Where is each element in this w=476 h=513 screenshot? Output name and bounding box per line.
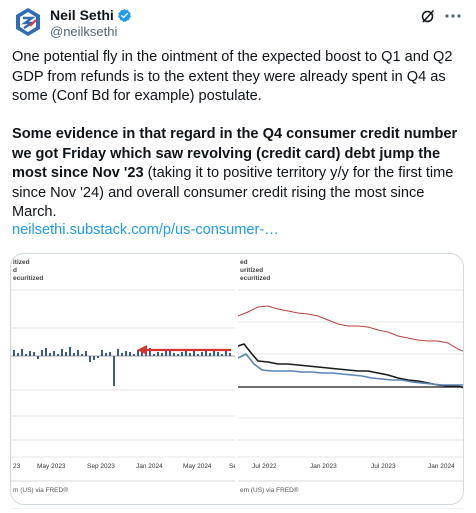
left-bar (141, 351, 143, 356)
left-bar (197, 354, 199, 356)
right-series-red (238, 305, 463, 352)
left-bar (29, 351, 31, 356)
image-divider (235, 254, 238, 504)
author-name[interactable]: Neil Sethi (50, 7, 114, 23)
right-legend-2: uritized (240, 267, 264, 274)
tweet-media[interactable]: itized d ecuritized 23 May 2023 Sep 2023… (10, 253, 464, 505)
left-bar (77, 350, 79, 356)
left-bar (33, 352, 35, 356)
left-bar (21, 349, 23, 356)
left-bar (205, 350, 207, 356)
left-legend-3: ecuritized (13, 275, 44, 282)
grok-icon[interactable] (420, 8, 436, 24)
tweet-paragraph-2-bold: Some evidence in that regard in the Q4 c… (12, 126, 458, 182)
left-bar (157, 352, 159, 356)
more-icon[interactable] (444, 8, 462, 24)
left-bar (185, 350, 187, 356)
left-tick-5: May 2024 (183, 463, 212, 470)
left-bar (61, 349, 63, 356)
left-bar (129, 352, 131, 356)
left-bar (97, 356, 99, 358)
left-bar (105, 353, 107, 356)
tweet-bottom-border (12, 508, 464, 513)
chart-image-left[interactable]: itized d ecuritized 23 May 2023 Sep 2023… (11, 254, 237, 504)
left-bar (53, 351, 55, 356)
left-bar (73, 353, 75, 356)
tweet-paragraph-1: One potential fly in the ointment of the… (12, 49, 453, 105)
left-chart-plot (11, 289, 235, 482)
left-bar (165, 351, 167, 356)
left-bar (177, 354, 179, 356)
left-bar (189, 353, 191, 356)
right-source: em (US) via FRED® (240, 487, 299, 494)
left-bar (45, 348, 47, 356)
left-bar (169, 349, 171, 356)
tweet-paragraph-2: Some evidence in that regard in the Q4 c… (12, 125, 468, 223)
left-bar (209, 353, 211, 356)
left-arrowhead (137, 345, 147, 355)
sethi-logo-icon (16, 8, 40, 36)
left-bar (149, 348, 151, 356)
left-bar (125, 351, 127, 356)
right-legend-1: ed (240, 259, 248, 266)
left-bar (65, 352, 67, 356)
left-source: m (US) via FRED® (13, 487, 68, 494)
left-tick-2: May 2023 (37, 463, 66, 470)
left-bar (25, 354, 27, 356)
right-tick-4: Jan 2024 (428, 463, 455, 470)
right-tick-3: Jul 2023 (371, 463, 396, 470)
left-bar (221, 354, 223, 356)
left-bar (229, 353, 231, 356)
left-legend-2: d (13, 267, 17, 274)
right-tick-1: Jul 2022 (252, 463, 277, 470)
left-bar (69, 347, 71, 356)
left-bar (161, 353, 163, 356)
left-bar (85, 351, 87, 356)
left-bar (113, 356, 115, 386)
left-bar (49, 353, 51, 356)
tweet-header: Neil Sethi @neilksethi (12, 6, 464, 42)
right-series-blue (238, 352, 463, 386)
avatar[interactable] (12, 6, 44, 38)
right-tick-2: Jan 2023 (310, 463, 337, 470)
left-bar (81, 354, 83, 356)
left-bar (121, 353, 123, 356)
left-bar (133, 354, 135, 356)
right-legend-3: ecuritized (240, 275, 271, 282)
left-bar (193, 351, 195, 356)
left-bar (109, 352, 111, 356)
left-tick-3: Sep 2023 (87, 463, 115, 470)
chart-image-right[interactable]: ed uritized ecuritized Jul 2022 Jan 2023… (238, 254, 463, 504)
left-bar (101, 350, 103, 356)
left-bar (153, 354, 155, 356)
left-bar (137, 350, 139, 356)
right-chart-plot (238, 289, 463, 482)
left-bars (13, 347, 231, 386)
left-tick-4: Jan 2024 (136, 463, 163, 470)
left-bar (89, 356, 91, 362)
left-bar (225, 349, 227, 356)
right-series-dark (238, 343, 463, 389)
left-bar (117, 349, 119, 356)
left-tick-6: Se (229, 463, 237, 470)
left-bar (17, 353, 19, 356)
left-bar (201, 352, 203, 356)
left-bar (37, 356, 39, 359)
left-bar (173, 353, 175, 356)
left-bar (217, 352, 219, 356)
left-bar (57, 354, 59, 356)
left-bar (13, 350, 15, 356)
left-legend-1: itized (13, 259, 30, 266)
tweet-paragraph-2-rest: (taking it to positive territory y/y for… (12, 165, 454, 221)
left-bar (41, 350, 43, 356)
left-bar (93, 356, 95, 360)
left-bar (181, 352, 183, 356)
substack-link[interactable]: neilsethi.substack.com/p/us-consumer-… (12, 222, 279, 238)
verified-badge-icon (117, 8, 131, 22)
left-tick-1: 23 (13, 463, 21, 470)
left-bar (213, 351, 215, 356)
author-handle[interactable]: @neilksethi (50, 24, 118, 39)
